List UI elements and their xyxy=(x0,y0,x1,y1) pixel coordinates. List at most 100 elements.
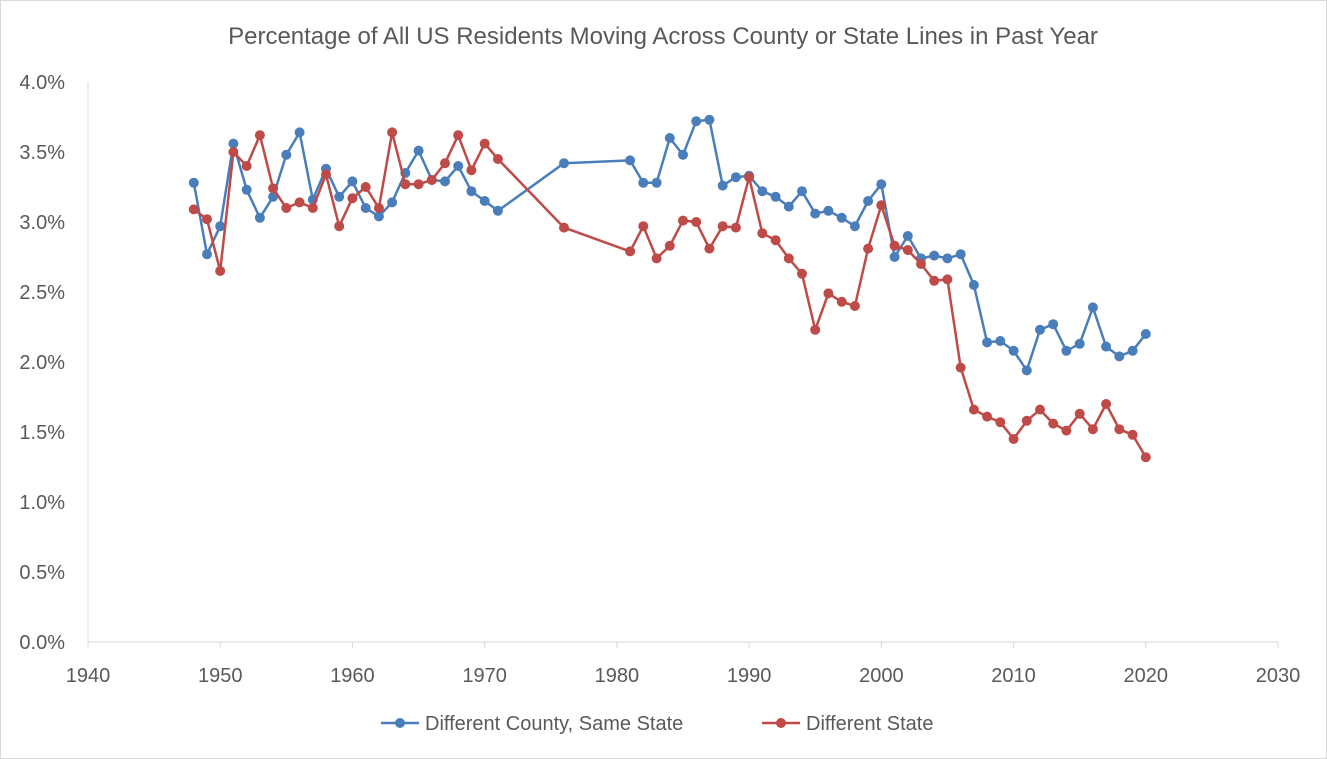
data-point xyxy=(347,176,358,187)
data-point xyxy=(730,222,741,233)
legend-item-0: Different County, Same State xyxy=(381,713,683,735)
data-point xyxy=(1048,418,1059,429)
data-point xyxy=(254,130,265,141)
data-point xyxy=(929,275,940,286)
chart-title: Percentage of All US Residents Moving Ac… xyxy=(228,23,1098,50)
data-point xyxy=(955,249,966,260)
data-point xyxy=(1140,329,1151,339)
data-point xyxy=(942,274,953,285)
y-tick-label: 1.0% xyxy=(19,492,65,514)
data-point xyxy=(889,252,900,262)
data-point xyxy=(1127,345,1138,356)
data-point xyxy=(1087,424,1098,435)
data-point xyxy=(347,193,358,204)
data-point xyxy=(307,203,318,213)
data-point xyxy=(797,268,807,279)
x-tick-label: 1940 xyxy=(66,665,111,687)
data-point xyxy=(757,228,768,239)
data-point xyxy=(1101,341,1112,352)
data-point xyxy=(1035,404,1045,415)
data-point xyxy=(202,214,212,225)
data-point xyxy=(757,186,768,197)
series-1 xyxy=(188,127,1151,463)
data-point xyxy=(294,197,305,208)
data-point xyxy=(730,172,741,183)
data-point xyxy=(678,215,688,226)
data-point xyxy=(479,196,490,206)
data-point xyxy=(1140,452,1151,463)
data-point xyxy=(281,203,292,213)
data-point xyxy=(955,362,966,373)
data-point xyxy=(334,221,345,232)
y-tick-label: 3.5% xyxy=(19,142,65,164)
data-point xyxy=(413,145,424,156)
data-point xyxy=(387,127,398,138)
data-point xyxy=(625,246,636,257)
data-point xyxy=(479,138,490,149)
data-point xyxy=(876,179,887,190)
data-point xyxy=(836,296,847,307)
data-point xyxy=(797,186,807,197)
data-point xyxy=(1074,408,1085,419)
data-point xyxy=(241,184,252,195)
data-point xyxy=(559,222,569,233)
data-point xyxy=(321,169,331,180)
data-point xyxy=(268,183,279,194)
x-tick-label: 2010 xyxy=(991,665,1036,687)
data-point xyxy=(1048,319,1059,330)
data-point xyxy=(188,177,199,188)
data-point xyxy=(849,221,860,232)
data-point xyxy=(281,149,292,160)
data-point xyxy=(215,266,226,276)
data-point xyxy=(334,191,345,202)
data-point xyxy=(982,337,993,348)
data-point xyxy=(863,243,874,254)
data-point xyxy=(942,253,953,264)
x-tick-label: 1960 xyxy=(330,665,375,687)
data-point xyxy=(902,231,913,241)
data-point xyxy=(360,203,371,213)
data-point xyxy=(426,175,437,185)
legend-item-1: Different State xyxy=(762,713,933,735)
data-point xyxy=(744,172,755,183)
data-point xyxy=(1008,345,1019,356)
data-point xyxy=(876,200,887,211)
data-point xyxy=(373,203,384,213)
data-point xyxy=(651,177,662,188)
data-point xyxy=(1021,415,1032,426)
data-point xyxy=(823,205,834,216)
data-point xyxy=(241,161,252,171)
data-point xyxy=(691,217,702,227)
data-point xyxy=(651,253,662,264)
data-point xyxy=(387,197,398,208)
x-tick-label: 1980 xyxy=(595,665,640,687)
legend-label: Different State xyxy=(806,713,933,735)
x-tick-label: 1990 xyxy=(727,665,772,687)
data-point xyxy=(982,411,993,422)
data-point xyxy=(625,155,636,166)
x-tick-label: 1970 xyxy=(462,665,507,687)
data-point xyxy=(863,196,874,206)
data-point xyxy=(638,177,649,188)
data-point xyxy=(916,259,926,269)
data-point xyxy=(810,208,821,219)
data-point xyxy=(1008,434,1019,444)
legend-swatch-marker xyxy=(776,718,786,728)
legend: Different County, Same State Different St… xyxy=(381,713,933,735)
data-point xyxy=(889,240,900,251)
y-tick-label: 3.0% xyxy=(19,212,65,234)
data-point xyxy=(691,116,702,127)
data-point xyxy=(968,404,979,415)
data-point xyxy=(995,336,1006,346)
data-point xyxy=(492,205,503,216)
data-point xyxy=(717,221,728,232)
data-point xyxy=(559,158,569,169)
y-tick-label: 4.0% xyxy=(19,72,65,94)
data-point xyxy=(783,253,794,264)
data-point xyxy=(1021,365,1032,376)
y-tick-label: 0.0% xyxy=(19,632,65,654)
data-point xyxy=(254,212,265,223)
data-point xyxy=(1061,425,1072,436)
data-point xyxy=(453,130,464,141)
y-tick-label: 1.5% xyxy=(19,422,65,444)
